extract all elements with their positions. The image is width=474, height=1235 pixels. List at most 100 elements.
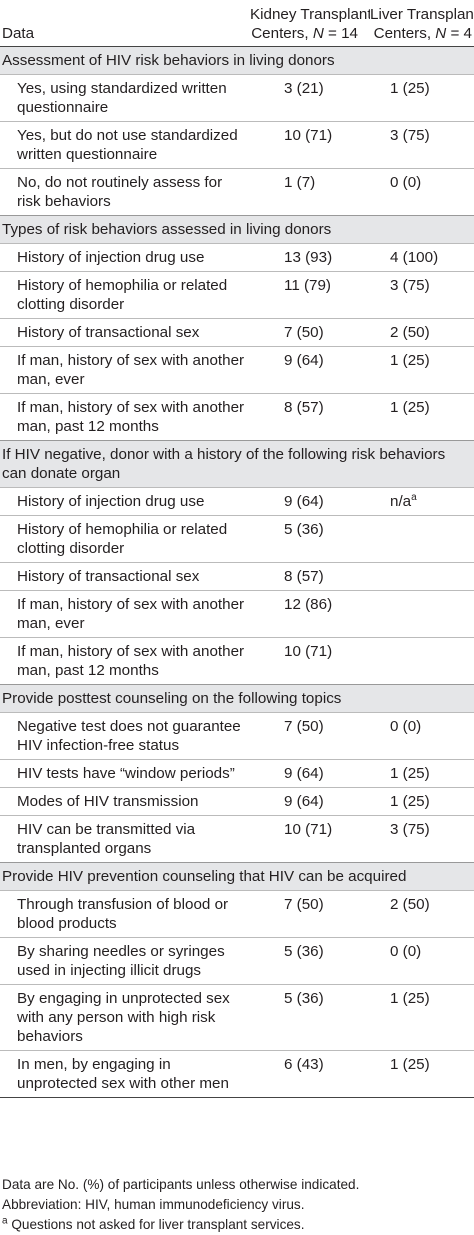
row-label: Through transfusion of blood or blood pr… [0, 890, 250, 938]
row-label: Negative test does not guarantee HIV inf… [0, 712, 250, 760]
footnote-a: a Questions not asked for liver transpla… [2, 1215, 359, 1235]
table-row: History of transactional sex 8 (57) [0, 562, 474, 591]
row-label: In men, by engaging in unprotected sex w… [0, 1050, 250, 1098]
kidney-value: 10 (71) [250, 637, 370, 685]
liver-cell: n/aa [370, 487, 474, 516]
row-label: No, do not routinely assess for risk beh… [0, 168, 250, 216]
row-label: By engaging in unprotected sex with any … [0, 984, 250, 1051]
header-kidney-line1: Kidney Transplant [250, 6, 370, 23]
row-label: If man, history of sex with another man,… [0, 393, 250, 441]
footnote-a-marker: a [2, 1215, 8, 1227]
section-row: Types of risk behaviors assessed in livi… [0, 215, 474, 244]
header-row: Data Kidney Transplant Centers, N = 14 L… [0, 0, 474, 47]
liver-value: 1 (25) [390, 793, 430, 810]
row-label: History of transactional sex [0, 562, 250, 591]
section-title: Assessment of HIV risk behaviors in livi… [0, 46, 474, 75]
liver-value: 1 (25) [390, 990, 430, 1007]
kidney-value: 7 (50) [250, 318, 370, 347]
liver-cell: 2 (50) [370, 318, 474, 347]
header-kidney-suffix: = 14 [323, 25, 358, 42]
liver-cell [370, 590, 474, 638]
row-label: History of hemophilia or related clottin… [0, 515, 250, 563]
row-label: If man, history of sex with another man,… [0, 346, 250, 394]
liver-cell: 3 (75) [370, 271, 474, 319]
header-liver-suffix: = 4 [446, 25, 472, 42]
header-data: Data [0, 0, 250, 47]
table-row: Yes, using standardized written question… [0, 74, 474, 122]
table-row: Through transfusion of blood or blood pr… [0, 890, 474, 938]
liver-value: n/a [390, 493, 412, 510]
liver-value: 0 (0) [390, 943, 422, 960]
liver-cell [370, 637, 474, 685]
liver-cell: 4 (100) [370, 243, 474, 272]
table-row: History of transactional sex 7 (50) 2 (50) [0, 318, 474, 347]
liver-value: 3 (75) [390, 127, 430, 144]
liver-cell: 3 (75) [370, 815, 474, 863]
liver-value: 0 (0) [390, 174, 422, 191]
kidney-value: 3 (21) [250, 74, 370, 122]
liver-value: 0 (0) [390, 718, 422, 735]
liver-cell [370, 515, 474, 563]
table-row: History of injection drug use 9 (64) n/aa [0, 487, 474, 516]
header-kidney-n: N [312, 25, 324, 42]
liver-cell: 1 (25) [370, 74, 474, 122]
liver-value: 3 (75) [390, 277, 430, 294]
kidney-value: 6 (43) [250, 1050, 370, 1098]
liver-cell: 0 (0) [370, 168, 474, 216]
table-row: Negative test does not guarantee HIV inf… [0, 712, 474, 760]
table-row: By sharing needles or syringes used in i… [0, 937, 474, 985]
row-label: HIV can be transmitted via transplanted … [0, 815, 250, 863]
liver-cell: 0 (0) [370, 712, 474, 760]
kidney-value: 9 (64) [250, 487, 370, 516]
liver-cell: 1 (25) [370, 346, 474, 394]
kidney-value: 7 (50) [250, 712, 370, 760]
liver-cell: 0 (0) [370, 937, 474, 985]
footnote-abbreviation: Abbreviation: HIV, human immunodeficienc… [2, 1197, 305, 1212]
liver-cell: 1 (25) [370, 984, 474, 1051]
liver-value: 1 (25) [390, 80, 430, 97]
liver-cell: 1 (25) [370, 787, 474, 816]
kidney-value: 12 (86) [250, 590, 370, 638]
header-liver-n: N [435, 25, 447, 42]
liver-cell: 1 (25) [370, 759, 474, 788]
section-title: Types of risk behaviors assessed in livi… [0, 215, 474, 244]
liver-value: 2 (50) [390, 324, 430, 341]
table-row: No, do not routinely assess for risk beh… [0, 168, 474, 216]
liver-value: 4 (100) [390, 249, 439, 266]
table-row: History of hemophilia or related clottin… [0, 515, 474, 563]
liver-cell [370, 562, 474, 591]
row-label: Yes, but do not use standardized written… [0, 121, 250, 169]
liver-value: 1 (25) [390, 399, 430, 416]
liver-value: 2 (50) [390, 896, 430, 913]
table-row: History of injection drug use 13 (93) 4 (1… [0, 243, 474, 272]
kidney-value: 10 (71) [250, 815, 370, 863]
kidney-value: 8 (57) [250, 393, 370, 441]
header-liver-line1: Liver Transplant [370, 6, 474, 23]
row-label: HIV tests have “window periods” [0, 759, 250, 788]
footnote-data: Data are No. (%) of participants unless … [2, 1177, 360, 1192]
table-footnotes: Data are No. (%) of participants unless … [2, 1175, 359, 1235]
table-row: If man, history of sex with another man,… [0, 590, 474, 638]
liver-cell: 1 (25) [370, 393, 474, 441]
table-row: Modes of HIV transmission 9 (64) 1 (25) [0, 787, 474, 816]
kidney-value: 7 (50) [250, 890, 370, 938]
section-title: Provide HIV prevention counseling that H… [0, 862, 474, 891]
kidney-value: 9 (64) [250, 346, 370, 394]
row-label: History of transactional sex [0, 318, 250, 347]
liver-value: 1 (25) [390, 765, 430, 782]
kidney-value: 9 (64) [250, 787, 370, 816]
table-row: In men, by engaging in unprotected sex w… [0, 1050, 474, 1098]
footnote-a-text: Questions not asked for liver transplant… [7, 1217, 305, 1232]
table-row: History of hemophilia or related clottin… [0, 271, 474, 319]
liver-footnote-marker: a [411, 491, 417, 503]
table-row: Yes, but do not use standardized written… [0, 121, 474, 169]
kidney-value: 13 (93) [250, 243, 370, 272]
table-row: HIV tests have “window periods” 9 (64) 1 (… [0, 759, 474, 788]
header-liver-prefix: Centers, [373, 25, 436, 42]
section-row: Provide HIV prevention counseling that H… [0, 862, 474, 891]
kidney-value: 9 (64) [250, 759, 370, 788]
kidney-value: 5 (36) [250, 984, 370, 1051]
kidney-value: 5 (36) [250, 937, 370, 985]
liver-value: 3 (75) [390, 821, 430, 838]
